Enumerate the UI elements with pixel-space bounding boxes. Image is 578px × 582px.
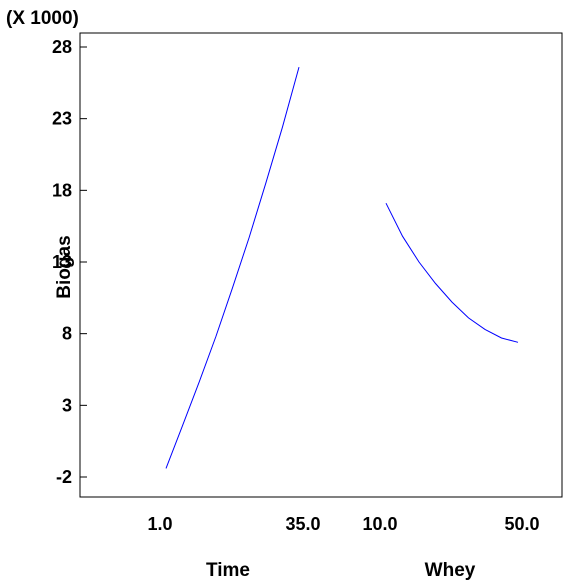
y-axis: -2 3 8 13 18 23 28 [52,37,87,487]
y-tick-label: 28 [52,37,72,57]
x-tick-label: 10.0 [362,514,397,534]
panel-whey: 10.0 50.0 Whey [362,202,540,581]
x-tick-label: 50.0 [504,514,539,534]
y-tick-label: -2 [56,467,72,487]
y-axis-title: Biogas [54,235,75,298]
y-tick-label: 8 [62,324,72,344]
panels: 1.0 35.0 Time 10.0 50.0 Whey [147,66,540,581]
series-line-time [165,66,300,469]
y-tick-label: 3 [62,395,72,415]
panel-time: 1.0 35.0 Time [147,66,321,581]
plot-frame [79,32,563,498]
x-tick-label: 1.0 [147,514,172,534]
x-axis-title: Whey [425,560,476,581]
y-tick-label: 23 [52,109,72,129]
x-axis-title: Time [206,560,250,581]
series-line-whey [385,202,519,343]
y-multiplier-label: (X 1000) [6,8,79,29]
x-tick-label: 35.0 [285,514,320,534]
y-tick-label: 18 [52,180,72,200]
y-tick-label: 13 [52,252,72,272]
